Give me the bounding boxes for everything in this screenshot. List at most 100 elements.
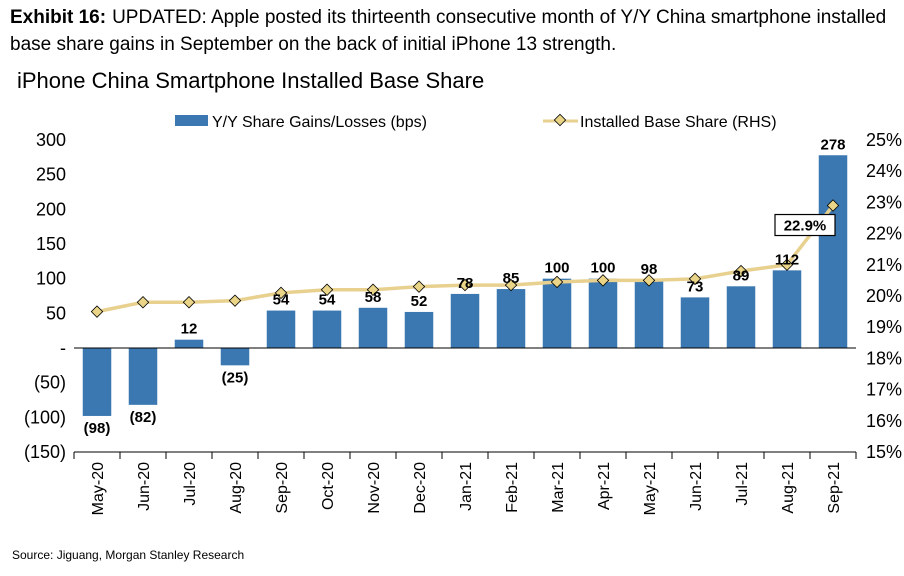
- exhibit-label: Exhibit 16:: [10, 7, 107, 28]
- bar-data-label: 85: [503, 270, 520, 287]
- y-left-tick-label: 250: [36, 165, 66, 185]
- bar: [220, 348, 250, 366]
- y-right-tick-label: 23%: [866, 192, 902, 212]
- bar: [588, 278, 618, 348]
- left-axis: 300 250 200 150 100 50 - (50) (100) (150): [24, 130, 66, 462]
- bar-data-label: 54: [319, 292, 336, 309]
- bar-data-label: 112: [775, 251, 799, 268]
- x-tick-label: May-20: [90, 462, 107, 515]
- x-tick-label: Jul-20: [182, 462, 199, 506]
- bar-series: [82, 155, 848, 416]
- x-tick-label: Jun-21: [688, 462, 705, 511]
- y-right-tick-label: 16%: [866, 411, 902, 431]
- line-marker: [366, 283, 380, 296]
- bar: [818, 155, 848, 348]
- bar: [726, 286, 756, 348]
- y-left-tick-label: -: [60, 338, 66, 358]
- bar-data-label: 54: [273, 292, 290, 309]
- x-tick-label: Mar-21: [550, 462, 567, 513]
- legend-bar-label: Y/Y Share Gains/Losses (bps): [212, 114, 427, 131]
- line-series: [90, 199, 840, 318]
- x-axis: May-20 Jun-20 Jul-20 Aug-20 Sep-20 Oct-20 Nov-…: [73, 347, 857, 515]
- source-note: Source: Jiguang, Morgan Stanley Research: [12, 548, 245, 562]
- line-marker: [274, 286, 288, 300]
- line-marker: [228, 294, 242, 307]
- bar: [772, 270, 802, 348]
- line-marker: [320, 283, 334, 296]
- line-marker: [734, 264, 748, 278]
- bar: [358, 307, 388, 348]
- callout-label: 22.9%: [784, 218, 827, 235]
- x-tick-label: Sep-21: [826, 462, 843, 514]
- bar: [680, 297, 710, 348]
- y-left-tick-label: 150: [36, 234, 66, 254]
- y-left-tick-label: (100): [24, 407, 66, 427]
- line-marker: [504, 278, 518, 292]
- bar: [312, 310, 342, 348]
- x-tick-label: Aug-20: [228, 462, 245, 514]
- y-right-tick-label: 21%: [866, 255, 902, 275]
- x-tick-label: Sep-20: [274, 462, 291, 514]
- y-left-tick-label: (150): [24, 442, 66, 462]
- y-left-tick-label: 100: [36, 269, 66, 289]
- bar-data-label: 89: [733, 267, 750, 284]
- y-left-tick-label: 200: [36, 199, 66, 219]
- x-tick-label: May-21: [642, 462, 659, 515]
- y-left-tick-label: 300: [36, 130, 66, 150]
- legend-line-label: Installed Base Share (RHS): [580, 114, 777, 131]
- bar-data-label: 78: [457, 275, 474, 292]
- x-tick-label: Feb-21: [504, 462, 521, 513]
- bar: [174, 339, 204, 348]
- y-right-tick-label: 19%: [866, 317, 902, 337]
- bar: [542, 278, 572, 348]
- line-marker: [596, 274, 610, 287]
- legend: Y/Y Share Gains/Losses (bps) Installed B…: [175, 113, 777, 131]
- bar-data-label: 278: [820, 136, 845, 153]
- x-tick-label: Jul-21: [734, 462, 751, 506]
- legend-bar-swatch: [175, 115, 208, 126]
- x-tick-label: Jan-21: [458, 462, 475, 511]
- y-right-tick-label: 24%: [866, 161, 902, 181]
- bar: [634, 280, 664, 348]
- exhibit-caption: Exhibit 16: UPDATED: Apple posted its thi…: [10, 4, 900, 58]
- x-tick-label: Jun-20: [136, 462, 153, 511]
- x-tick-label: Oct-20: [320, 462, 337, 510]
- bar: [450, 293, 480, 348]
- bar-data-label: 98: [641, 261, 658, 278]
- line-marker: [780, 258, 794, 272]
- line-marker: [458, 278, 472, 292]
- bar-data-label: (98): [84, 420, 111, 437]
- x-tick-label: Aug-21: [780, 462, 797, 514]
- bar-data-label: (82): [130, 409, 157, 426]
- right-axis: 25% 24% 23% 22% 21% 20% 19% 18% 17% 16% 15%: [866, 130, 902, 462]
- bar-data-label: 100: [590, 260, 615, 277]
- x-tick-label: Apr-21: [596, 462, 613, 510]
- y-left-tick-label: 50: [46, 303, 66, 323]
- line-marker: [642, 274, 656, 287]
- x-tick-label: Nov-20: [366, 462, 383, 514]
- chart-title: iPhone China Smartphone Installed Base S…: [17, 68, 485, 93]
- x-tick-label: Dec-20: [412, 462, 429, 514]
- bar-data-label: 12: [181, 321, 198, 338]
- line-marker: [182, 296, 196, 309]
- bar-data-labels: (98) (82) 12 (25) 54 54 58 52 78 85 100 100 98 73 89 11…: [84, 136, 846, 437]
- bar-data-label: 73: [687, 278, 704, 295]
- y-left-tick-label: (50): [34, 373, 66, 393]
- bar-data-label: 58: [365, 289, 382, 306]
- line-marker: [688, 272, 702, 286]
- line-marker: [826, 199, 840, 212]
- bar-data-label: 52: [411, 293, 428, 310]
- bar-data-label: (25): [222, 369, 249, 386]
- legend-line-marker: [553, 113, 567, 127]
- bar: [128, 348, 158, 405]
- y-right-tick-label: 22%: [866, 224, 902, 244]
- line-marker: [90, 305, 104, 318]
- y-right-tick-label: 15%: [866, 442, 902, 462]
- y-right-tick-label: 17%: [866, 380, 902, 400]
- line-marker: [136, 296, 150, 309]
- line-marker: [550, 275, 564, 289]
- y-right-tick-label: 20%: [866, 286, 902, 306]
- callout-box: [774, 213, 836, 237]
- line-marker: [412, 280, 426, 293]
